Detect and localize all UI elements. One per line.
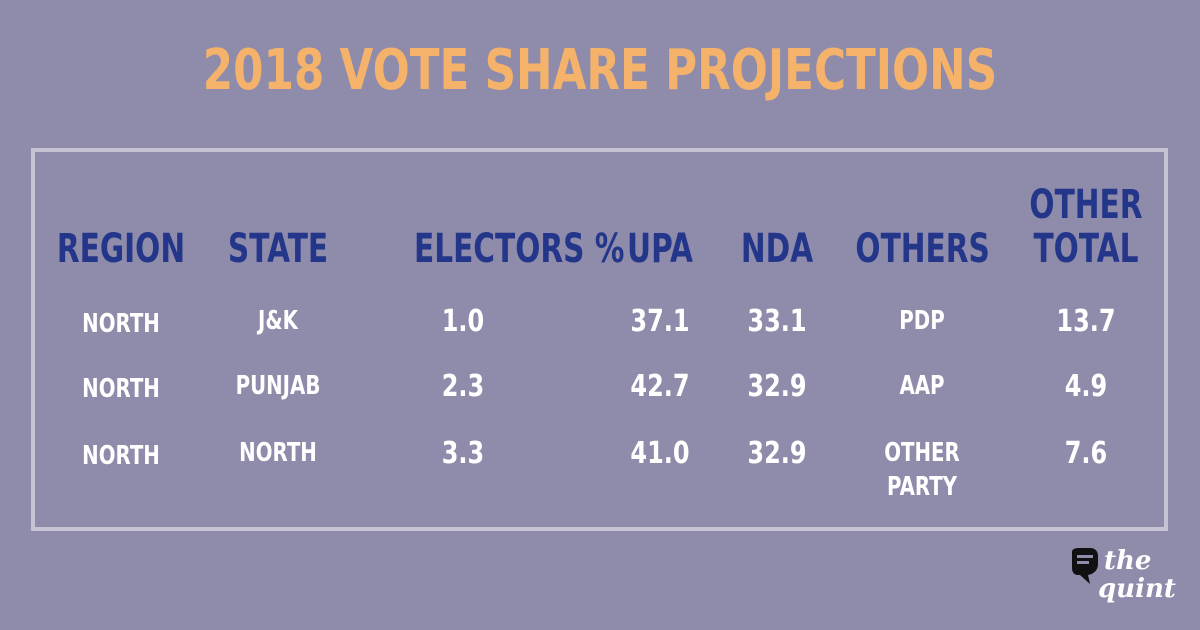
header-other-total-line1: OTHER (1029, 182, 1143, 228)
row1-others: PDP (899, 306, 945, 336)
brand-line2: quint (1098, 574, 1176, 604)
row3-others-line1: OTHER (884, 438, 960, 468)
row3-other-total: 7.6 (1064, 436, 1108, 471)
header-other-total-line2: TOTAL (1033, 226, 1139, 272)
row3-others-line2: PARTY (886, 472, 958, 502)
row2-nda: 32.9 (747, 369, 807, 404)
header-region: REGION (56, 226, 186, 272)
row3-upa: 41.0 (630, 436, 690, 471)
row1-other-total: 13.7 (1056, 304, 1116, 339)
row2-others: AAP (899, 371, 945, 401)
header-nda: NDA (740, 226, 814, 272)
brand-line1: the (1104, 546, 1152, 576)
row2-region: NORTH (82, 374, 160, 404)
page-title: 2018 VOTE SHARE PROJECTIONS (202, 38, 998, 103)
row3-state: NORTH (239, 438, 317, 468)
row3-electors: 3.3 (441, 436, 485, 471)
header-state: STATE (227, 226, 329, 272)
row3-region: NORTH (82, 441, 160, 471)
header-electors: ELECTORS % (414, 226, 625, 272)
row1-nda: 33.1 (747, 304, 807, 339)
row2-state: PUNJAB (235, 371, 321, 401)
row1-region: NORTH (82, 309, 160, 339)
row2-electors: 2.3 (441, 369, 485, 404)
table-frame (31, 148, 1168, 531)
header-others: OTHERS (855, 226, 990, 272)
quote-mark-icon (1072, 548, 1098, 584)
the-quint-logo: the quint (1068, 546, 1178, 608)
row1-electors: 1.0 (441, 304, 485, 339)
row1-upa: 37.1 (630, 304, 690, 339)
header-upa: UPA (627, 226, 693, 272)
row3-nda: 32.9 (747, 436, 807, 471)
row2-other-total: 4.9 (1064, 369, 1108, 404)
row2-upa: 42.7 (630, 369, 690, 404)
row1-state: J&K (258, 306, 298, 336)
